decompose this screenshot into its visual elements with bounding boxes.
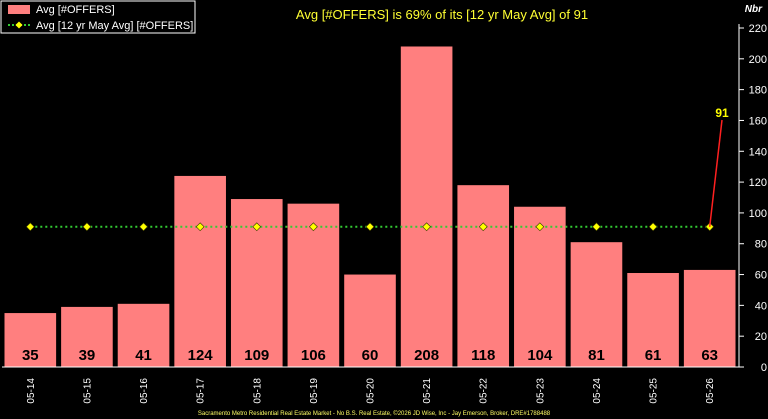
callout-leader-line (708, 119, 723, 227)
avg-marker-05-25 (648, 222, 658, 232)
bar-value-label-05-14: 35 (22, 347, 39, 364)
bar-05-16 (117, 303, 170, 367)
avg-marker-05-17 (195, 222, 205, 232)
bar-value-label-05-25: 61 (645, 347, 662, 364)
avg-marker-05-15 (82, 222, 92, 232)
bar-05-14 (4, 313, 57, 367)
x-tick-label-05-16: 05-16 (139, 378, 150, 404)
avg-marker-05-18 (252, 222, 262, 232)
avg-marker-05-23 (535, 222, 545, 232)
avg-marker-05-20 (365, 222, 375, 232)
bar-05-15 (61, 306, 113, 367)
avg-marker-05-16 (139, 222, 148, 232)
avg-marker-05-26 (705, 222, 715, 232)
legend-swatch-bars (8, 5, 30, 14)
bar-value-label-05-23: 104 (527, 347, 553, 364)
bar-value-label-05-18: 109 (244, 347, 269, 364)
x-tick-label-05-15: 05-15 (82, 378, 93, 404)
bar-value-label-05-15: 39 (79, 347, 96, 364)
y-tick-label-20: 20 (755, 331, 767, 343)
footer-credit: Sacramento Metro Residential Real Estate… (198, 410, 551, 417)
y-axis: 0 20 40 60 80 100 120 140 160 180 200 220 (738, 23, 767, 374)
y-axis-unit-label: Nbr (745, 4, 763, 15)
y-tick-label-140: 140 (749, 146, 767, 158)
bar-05-26 (683, 269, 736, 367)
x-tick-label-05-14: 05-14 (26, 378, 37, 404)
y-tick-label-160: 160 (749, 115, 767, 127)
x-tick-label-05-24: 05-24 (592, 378, 603, 404)
bar-value-label-05-26: 63 (701, 347, 718, 364)
chart-title: Avg [#OFFERS] is 69% of its [12 yr May A… (296, 7, 588, 22)
legend-swatch-marker (15, 21, 23, 29)
avg-line-layer (25, 222, 715, 232)
bar-05-21 (400, 46, 453, 368)
bar-value-label-05-24: 81 (588, 347, 605, 364)
y-tick-label-120: 120 (749, 177, 767, 189)
bar-value-label-05-19: 106 (301, 347, 326, 364)
y-tick-label-60: 60 (755, 270, 767, 282)
bar-05-20 (344, 274, 396, 367)
y-tick-label-220: 220 (749, 23, 767, 35)
y-tick-label-100: 100 (749, 208, 767, 220)
bar-value-label-05-17: 124 (188, 347, 214, 364)
x-axis: 05-14 05-15 05-16 05-17 05-18 05-19 05-20 05-21… (2, 366, 739, 404)
bar-05-23 (514, 206, 566, 367)
bar-05-22 (457, 185, 510, 367)
avg-marker-05-24 (592, 222, 601, 232)
x-tick-label-05-17: 05-17 (196, 378, 207, 404)
avg-marker-05-22 (478, 222, 488, 232)
callout-label: 91 (715, 106, 729, 120)
y-tick-label-80: 80 (755, 239, 767, 251)
x-tick-label-05-22: 05-22 (479, 378, 490, 404)
avg-marker-05-19 (309, 222, 318, 232)
x-tick-label-05-19: 05-19 (309, 378, 320, 404)
bar-value-label-05-20: 60 (362, 347, 379, 364)
legend-label-line: Avg [12 yr May Avg] [#OFFERS] (36, 20, 193, 32)
legend: Avg [#OFFERS] Avg [12 yr May Avg] [#OFFE… (0, 0, 196, 34)
y-tick-label-200: 200 (749, 54, 767, 66)
x-tick-label-05-25: 05-25 (649, 378, 660, 404)
bar-value-label-05-16: 41 (135, 347, 152, 364)
avg-marker-05-14 (25, 222, 35, 232)
bar-05-25 (627, 273, 679, 367)
x-tick-label-05-23: 05-23 (535, 378, 546, 404)
bar-value-label-05-21: 208 (414, 347, 439, 364)
bar-05-17 (174, 175, 226, 367)
x-tick-label-05-18: 05-18 (252, 378, 263, 404)
y-tick-label-40: 40 (755, 300, 767, 312)
y-tick-label-180: 180 (749, 85, 767, 97)
x-tick-label-05-26: 05-26 (705, 378, 716, 404)
bar-05-24 (570, 242, 623, 367)
legend-box (0, 0, 196, 34)
bar-value-label-05-22: 118 (471, 347, 495, 364)
x-tick-label-05-20: 05-20 (366, 378, 377, 404)
callout-layer: 91 (708, 106, 729, 227)
x-tick-label-05-21: 05-21 (422, 378, 433, 404)
legend-label-bars: Avg [#OFFERS] (36, 4, 115, 16)
avg-marker-05-21 (422, 222, 431, 232)
y-tick-label-0: 0 (761, 362, 767, 374)
